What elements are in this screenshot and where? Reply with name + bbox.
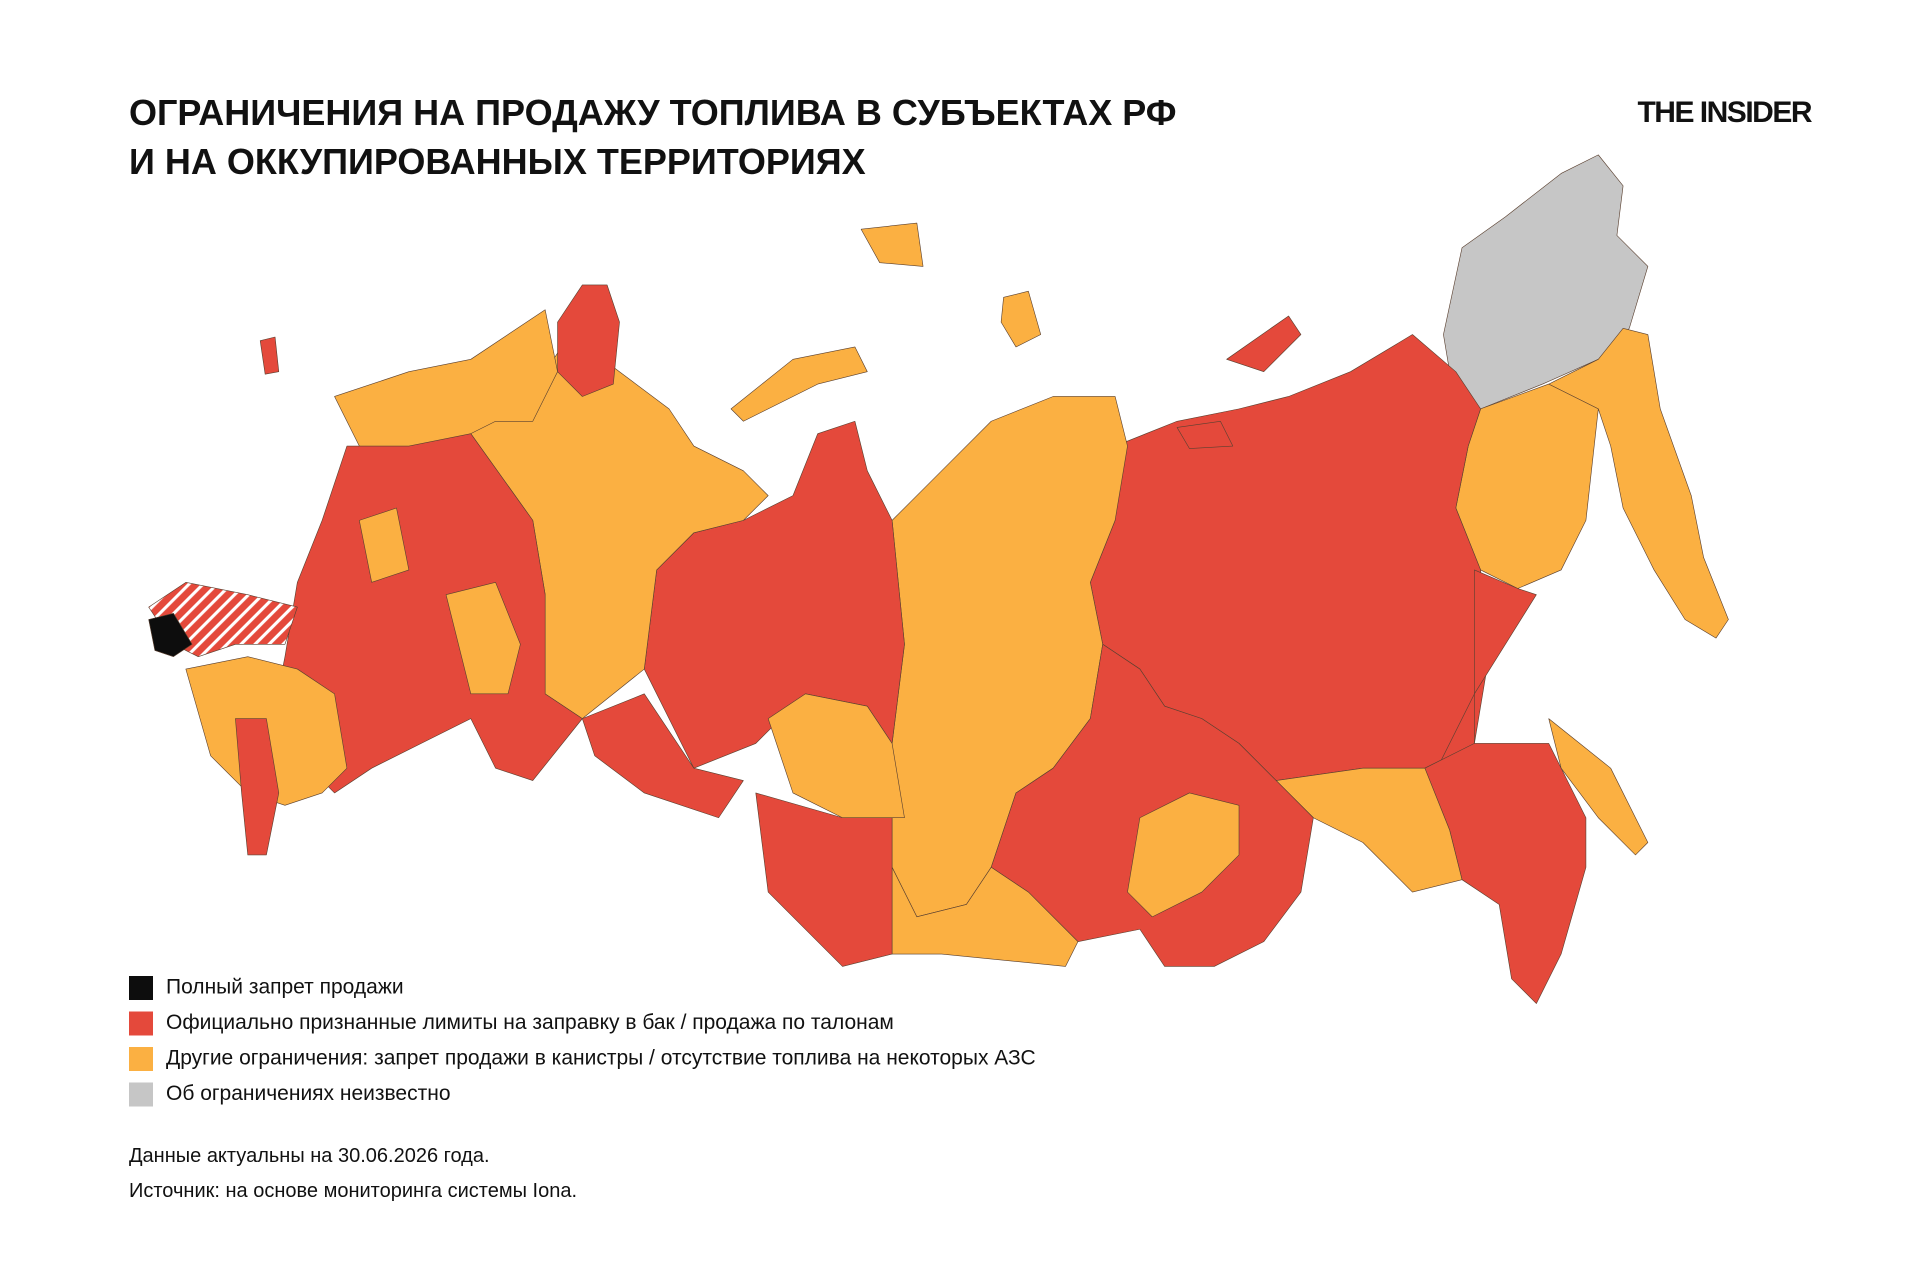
title-line: И НА ОККУПИРОВАННЫХ ТЕРРИТОРИЯХ — [129, 141, 866, 182]
legend: Полный запрет продажи Официально признанн… — [129, 976, 1036, 1107]
region — [643, 420, 905, 769]
region — [445, 582, 521, 695]
legend-label: Официально признанные лимиты на заправку… — [166, 1011, 894, 1034]
note: Данные актуальны на 30.06.2026 года. — [129, 1145, 490, 1167]
region — [891, 866, 1079, 967]
region — [359, 507, 410, 583]
region — [272, 433, 583, 794]
legend-swatch — [129, 1047, 153, 1071]
legend-swatch — [129, 976, 153, 1000]
legend-swatch — [129, 1082, 153, 1107]
legend-label: Полный запрет продажи — [166, 976, 404, 999]
region — [767, 693, 905, 819]
region — [582, 693, 744, 819]
region — [755, 792, 893, 967]
legend-label: Другие ограничения: запрет продажи в кан… — [166, 1047, 1036, 1070]
region — [730, 346, 868, 422]
map — [148, 154, 1729, 1004]
region — [1176, 420, 1234, 449]
region — [1000, 290, 1042, 348]
region — [1226, 315, 1302, 373]
region — [990, 643, 1314, 967]
logo: THE INSIDER — [1637, 96, 1812, 129]
region — [1443, 154, 1649, 410]
region — [235, 718, 280, 856]
region — [1548, 718, 1649, 856]
legend-label: Об ограничениях неизвестно — [166, 1082, 451, 1105]
title-line: ОГРАНИЧЕНИЯ НА ПРОДАЖУ ТОПЛИВА В СУБЪЕКТ… — [129, 92, 1177, 133]
region — [1127, 792, 1240, 918]
region — [860, 222, 924, 267]
legend-swatch — [129, 1011, 153, 1036]
region — [557, 284, 620, 397]
note: Источник: на основе мониторинга системы … — [129, 1180, 577, 1202]
region — [148, 612, 193, 657]
region — [259, 336, 280, 375]
region — [1275, 767, 1463, 893]
